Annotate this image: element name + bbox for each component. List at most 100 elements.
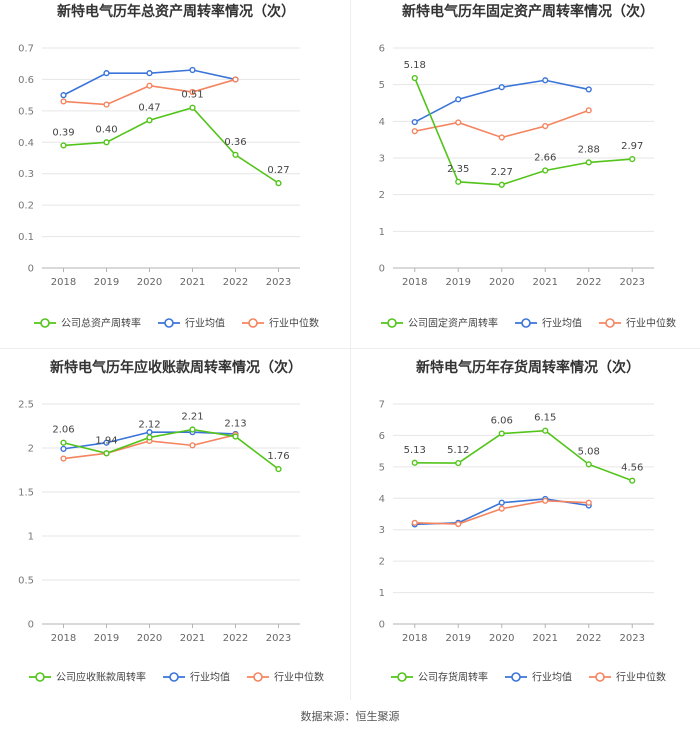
y-tick-label: 1: [28, 532, 34, 543]
x-tick-label: 2022: [223, 277, 248, 288]
x-tick-label: 2023: [620, 633, 645, 644]
legend-swatch-marker: [521, 318, 531, 328]
x-tick-label: 2023: [266, 277, 291, 288]
x-tick-label: 2018: [402, 633, 427, 644]
series-line-company: [63, 428, 279, 470]
data-point-avg: [542, 77, 549, 84]
data-label: 2.12: [138, 419, 160, 430]
y-tick-label: 3: [379, 154, 385, 165]
legend-label: 行业均值: [532, 671, 572, 684]
data-label: 0.47: [138, 102, 160, 113]
legend-label: 行业中位数: [616, 671, 666, 684]
y-tick-label: 7: [379, 400, 385, 411]
data-point-company: [455, 459, 462, 467]
y-tick-label: 4: [379, 494, 385, 505]
data-point-median: [411, 128, 418, 135]
y-tick-label: 0.5: [18, 106, 34, 117]
x-tick-label: 2019: [446, 277, 471, 288]
x-tick-label: 2019: [446, 633, 471, 644]
y-tick-label: 0: [379, 264, 385, 275]
series-line-median: [414, 109, 590, 139]
data-label: 2.21: [181, 412, 203, 423]
x-tick-label: 2021: [180, 277, 205, 288]
data-point-avg: [146, 429, 153, 436]
data-label: 2.66: [534, 152, 556, 163]
y-tick-label: 5: [379, 462, 385, 473]
y-tick-label: 1.5: [18, 488, 34, 499]
y-tick-label: 0.6: [18, 75, 34, 86]
chart-panel-2: 新特电气历年固定资产周转率情况（次） 0 1 2 3 4 5 6 2018 2019 2020 202…: [379, 3, 676, 330]
y-tick-label: 6: [379, 44, 385, 55]
data-point-avg: [189, 66, 196, 74]
legend-label: 行业中位数: [274, 671, 324, 684]
y-tick-label: 2.5: [18, 400, 34, 411]
x-tick-label: 2020: [489, 277, 514, 288]
data-point-median: [60, 455, 67, 462]
data-point-avg: [60, 445, 67, 452]
data-label: 0.40: [95, 124, 117, 135]
data-label: 2.88: [578, 144, 600, 155]
data-point-company: [275, 180, 282, 187]
data-point-median: [411, 519, 418, 526]
data-point-company: [455, 178, 462, 185]
legend-swatch-marker: [595, 672, 605, 682]
data-point-median: [232, 76, 239, 83]
legend-swatch-marker: [164, 318, 174, 328]
chart-title: 新特电气历年固定资产周转率情况（次）: [402, 3, 654, 20]
data-point-company: [60, 439, 67, 446]
legend-swatch-marker: [169, 672, 179, 682]
legend-label: 公司固定资产周转率: [408, 317, 498, 330]
data-point-median: [103, 101, 110, 108]
data-point-company: [146, 434, 153, 441]
chart-panel-4: 新特电气历年存货周转率情况（次） 0 1 2 3 4 5 6 7 2018 2019 2020 2021…: [379, 359, 666, 684]
data-point-company: [232, 433, 239, 440]
data-point-avg: [455, 96, 462, 103]
x-tick-label: 2023: [620, 277, 645, 288]
y-tick-label: 1: [379, 227, 385, 238]
data-point-company: [103, 139, 110, 146]
x-tick-label: 2022: [576, 633, 601, 644]
data-label: 5.12: [447, 445, 469, 456]
y-tick-label: 0.2: [18, 201, 34, 212]
y-tick-label: 5: [379, 80, 385, 91]
y-tick-label: 4: [379, 117, 385, 128]
data-point-median: [542, 497, 549, 504]
data-point-median: [60, 98, 67, 105]
y-tick-label: 0.7: [18, 44, 34, 55]
data-point-median: [498, 134, 505, 141]
data-label: 6.15: [534, 413, 556, 424]
data-point-company: [189, 426, 196, 433]
legend-label: 公司应收账款周转率: [56, 671, 146, 684]
data-point-company: [146, 117, 153, 124]
y-tick-label: 0.3: [18, 169, 34, 180]
data-point-company: [411, 459, 418, 466]
data-source-note: 数据来源：恒生聚源: [300, 710, 400, 723]
data-point-avg: [103, 70, 110, 77]
legend-swatch-marker: [605, 318, 615, 328]
data-point-median: [455, 119, 462, 126]
data-point-company: [498, 430, 505, 437]
data-label: 2.27: [491, 167, 513, 178]
data-point-company: [189, 104, 196, 111]
data-point-company: [411, 74, 418, 82]
data-point-company: [498, 181, 505, 188]
data-label: 5.18: [404, 60, 426, 71]
x-tick-label: 2021: [533, 633, 558, 644]
data-point-avg: [585, 86, 592, 93]
data-point-median: [189, 442, 196, 449]
legend-label: 公司总资产周转率: [61, 317, 141, 330]
y-tick-label: 0: [28, 620, 34, 631]
data-point-median: [189, 88, 196, 96]
legend-label: 行业中位数: [626, 317, 676, 330]
legend-label: 公司存货周转率: [418, 671, 488, 684]
data-label: 5.13: [404, 445, 426, 456]
x-tick-label: 2018: [402, 277, 427, 288]
y-tick-label: 2: [379, 557, 385, 568]
data-point-avg: [60, 92, 67, 99]
data-point-avg: [103, 439, 110, 446]
x-tick-label: 2020: [489, 633, 514, 644]
x-tick-label: 2018: [51, 633, 76, 644]
data-label: 0.36: [224, 137, 246, 148]
